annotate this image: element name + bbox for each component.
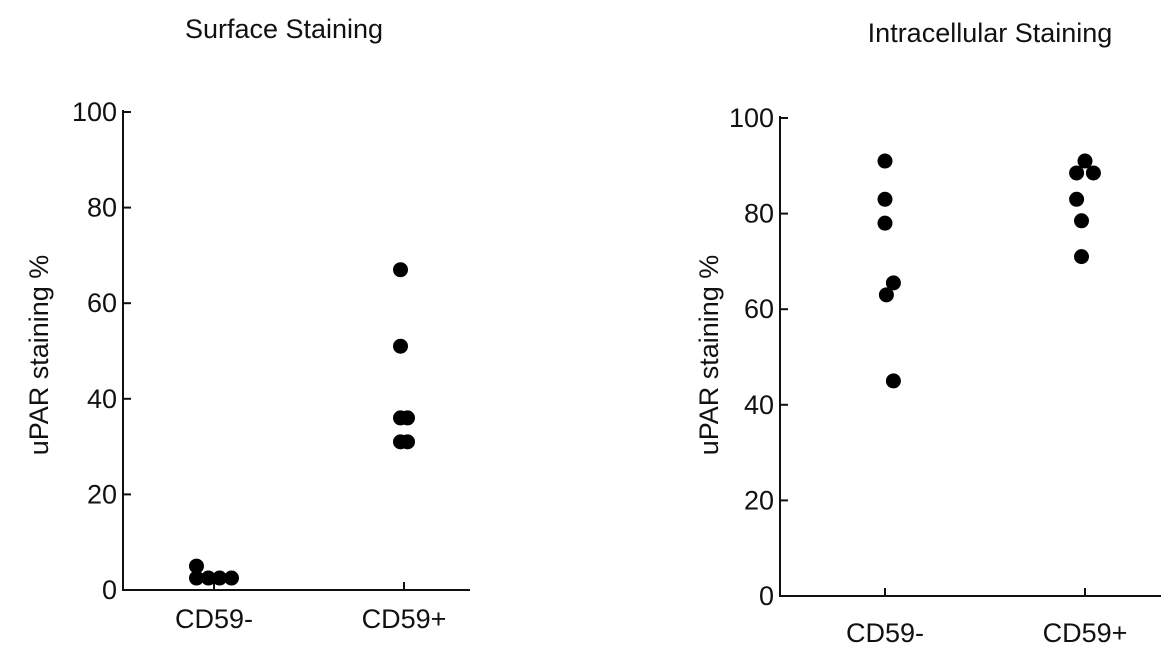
data-point: [1074, 213, 1089, 229]
axis-lines: [122, 110, 470, 591]
data-point: [878, 287, 894, 303]
x-tick-label: CD59+: [1043, 618, 1128, 648]
data-point: [1069, 165, 1085, 181]
y-tick-label: 0: [102, 575, 117, 605]
x-ticks: CD59- CD59+: [846, 588, 1127, 648]
y-tick-label: 20: [87, 479, 117, 509]
data-point: [200, 570, 216, 586]
data-point: [189, 570, 204, 586]
data-point: [393, 262, 408, 278]
y-axis-label: uPAR staining %: [694, 255, 724, 456]
data-point: [1085, 165, 1101, 181]
chart-title: Surface Staining: [185, 14, 383, 44]
y-tick-label: 100: [729, 103, 774, 133]
data-point: [877, 191, 893, 207]
x-ticks: CD59- CD59+: [175, 582, 446, 634]
data-points: [189, 262, 415, 586]
x-tick-label: CD59-: [175, 604, 253, 634]
data-point: [1077, 153, 1093, 169]
data-point: [1069, 191, 1085, 207]
x-tick-label: CD59+: [362, 604, 447, 634]
y-tick-label: 80: [87, 193, 117, 223]
y-tick-label: 80: [744, 199, 774, 229]
y-ticks: 0 20 40 60 80 100: [729, 103, 788, 611]
y-tick-label: 0: [759, 581, 774, 611]
data-point: [885, 275, 901, 291]
axis-lines: [779, 116, 1161, 597]
data-point: [1074, 249, 1089, 265]
data-point: [189, 558, 204, 574]
chart-title: Intracellular Staining: [868, 18, 1113, 48]
data-point: [400, 410, 415, 426]
data-point: [224, 570, 239, 586]
chart-intracellular-staining: Intracellular Staining uPAR staining % 0…: [694, 18, 1161, 648]
y-tick-label: 40: [744, 390, 774, 420]
data-points: [877, 153, 1101, 389]
chart-surface-staining: Surface Staining uPAR staining % 0 20 40 60…: [24, 14, 470, 634]
data-point: [885, 373, 901, 389]
data-point: [877, 215, 893, 231]
x-tick-label: CD59-: [846, 618, 924, 648]
y-axis-label: uPAR staining %: [24, 255, 54, 456]
y-tick-label: 100: [72, 97, 117, 127]
data-point: [393, 338, 408, 354]
y-tick-label: 60: [87, 288, 117, 318]
data-point: [877, 153, 893, 169]
y-tick-label: 40: [87, 384, 117, 414]
y-tick-label: 20: [744, 485, 774, 515]
y-tick-label: 60: [744, 294, 774, 324]
data-point: [400, 434, 415, 450]
data-point: [212, 570, 228, 586]
y-ticks: 0 20 40 60 80 100: [72, 97, 131, 605]
